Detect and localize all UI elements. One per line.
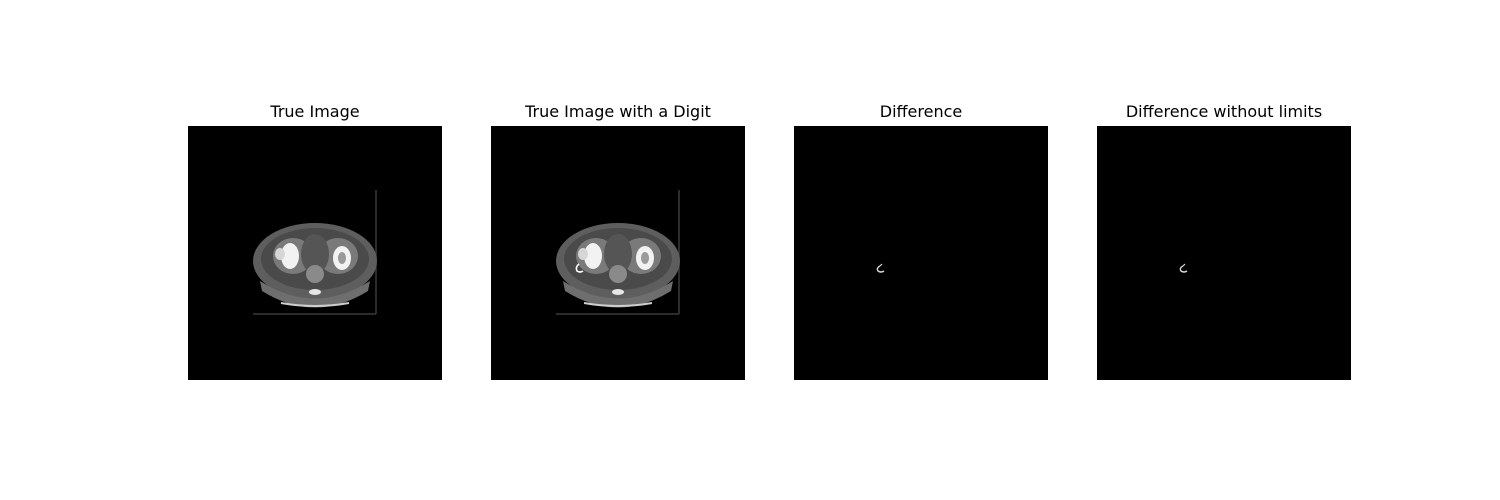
ct-scan-image [188,126,442,380]
panel-title: Difference without limits [1125,102,1323,121]
difference-svg [794,126,1048,380]
difference-without-limits-image [1097,126,1351,380]
panel-title: Difference [879,102,963,121]
ct-scan-with-digit-svg [491,126,745,380]
ct-scan-with-digit-image [491,126,745,380]
panel-title: True Image [270,102,360,121]
ct-scan-svg [188,126,442,380]
difference-without-limits-svg [1097,126,1351,380]
difference-image [794,126,1048,380]
panel-title: True Image with a Digit [525,102,711,121]
